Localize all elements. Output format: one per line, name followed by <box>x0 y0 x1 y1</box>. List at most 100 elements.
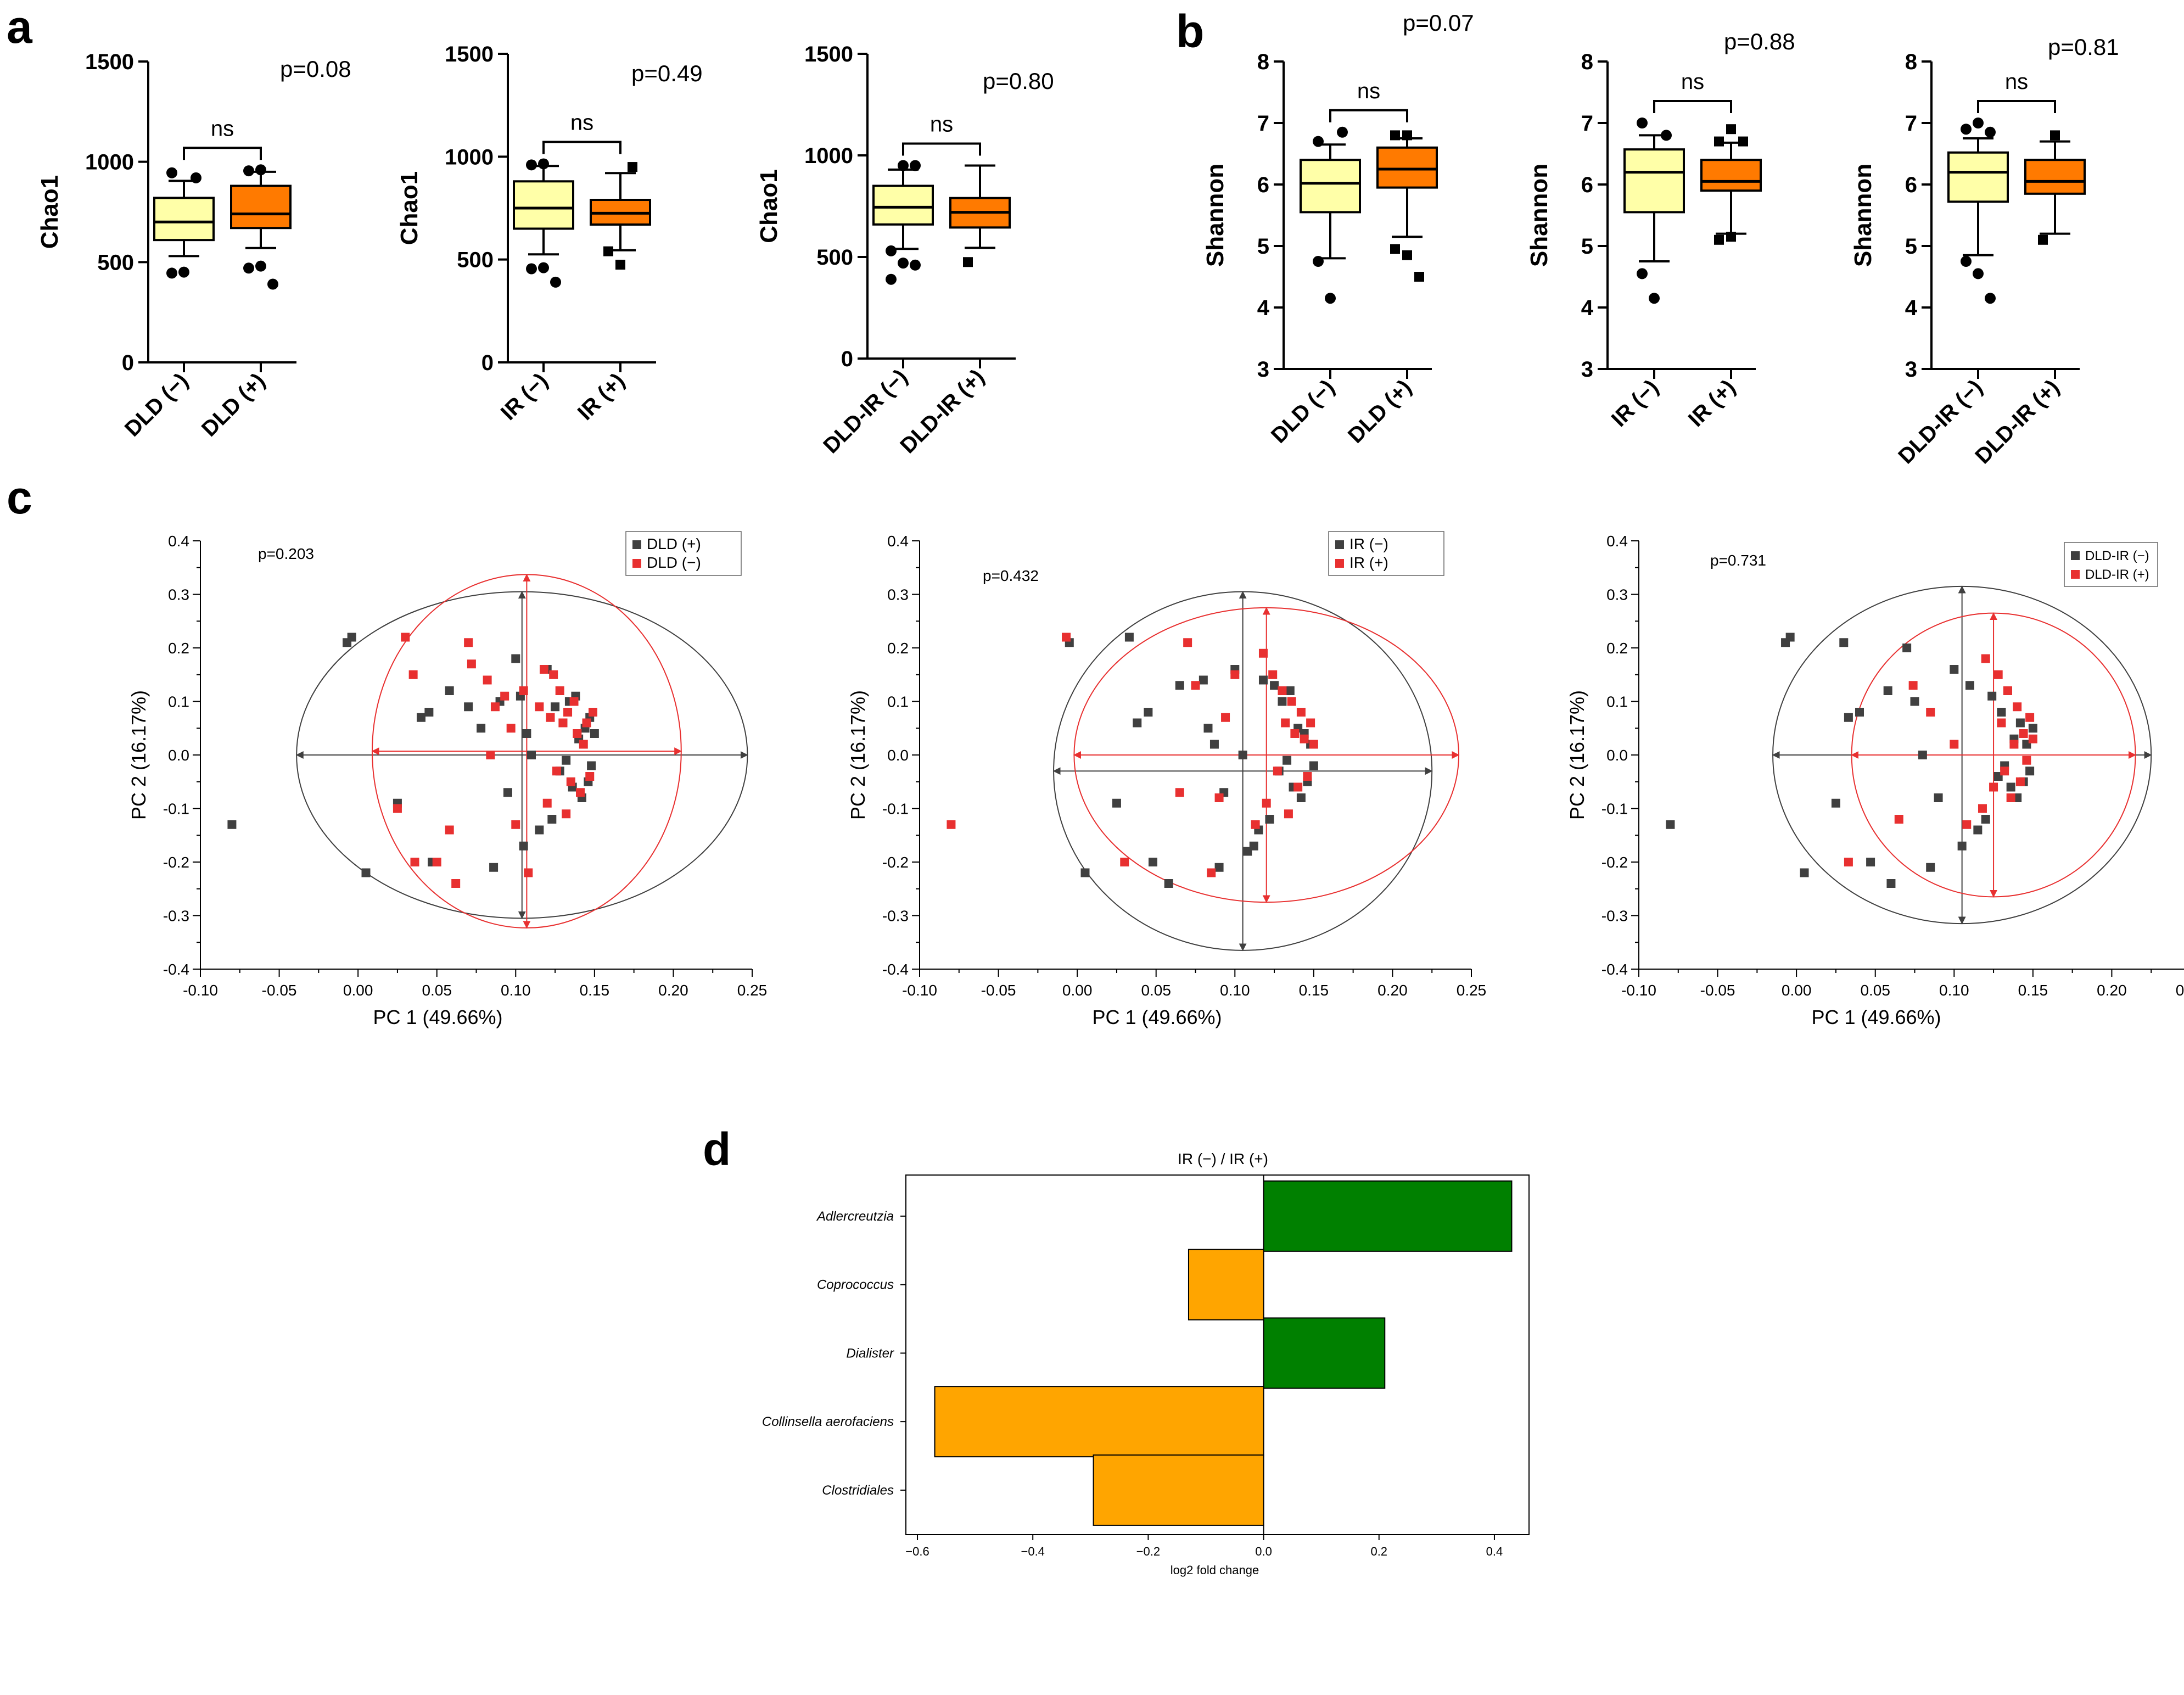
x-tick-label: 0.15 <box>2018 982 2048 999</box>
y-tick-label: 0.0 <box>887 747 909 764</box>
significance-label: ns <box>2005 70 2028 94</box>
y-tick-label: 0 <box>841 347 853 371</box>
outlier-point <box>1985 126 1996 138</box>
legend-swatch <box>632 540 641 549</box>
data-point <box>1306 718 1315 728</box>
bar <box>1188 1249 1264 1321</box>
box <box>1700 159 1762 192</box>
x-tick-label: −0.4 <box>1021 1545 1044 1558</box>
y-tick-label: 8 <box>1257 50 1269 74</box>
significance-bracket <box>902 142 981 156</box>
significance-label: ns <box>1681 70 1704 94</box>
significance-bracket <box>1653 100 1732 113</box>
data-point <box>1908 681 1918 690</box>
data-point <box>1309 761 1318 770</box>
data-point <box>1112 798 1121 808</box>
y-tick-label: 0.1 <box>168 693 189 711</box>
outlier-point <box>1390 130 1400 141</box>
y-axis-label: PC 2 (16.17%) <box>1566 690 1588 820</box>
outlier-point <box>1714 136 1724 147</box>
data-point <box>1214 863 1224 872</box>
box <box>1623 148 1685 214</box>
significance-bracket <box>542 141 621 154</box>
outlier-point <box>628 162 637 172</box>
y-tick-label: 5 <box>1257 234 1269 259</box>
data-point <box>451 879 461 888</box>
data-point <box>1855 708 1864 717</box>
x-tick-label: 0.10 <box>1939 982 1969 999</box>
box-chart-a2: 0 500 1000 1500 Chao1 IR (−) IR (+) ns p=0.49 <box>396 42 703 425</box>
data-point <box>486 751 495 759</box>
outlier-point <box>1726 124 1736 135</box>
data-point <box>500 691 509 701</box>
y-tick-label: 0.1 <box>1606 693 1628 711</box>
data-point <box>552 767 561 776</box>
significance-label: ns <box>211 116 234 141</box>
y-tick-label: 1000 <box>804 144 853 168</box>
data-point <box>511 654 520 663</box>
box <box>230 184 292 230</box>
y-tick-label: 6 <box>1581 173 1593 197</box>
outlier-point <box>1738 136 1748 147</box>
data-point <box>1124 633 1134 642</box>
data-point <box>464 702 473 712</box>
outlier-point <box>1313 256 1324 267</box>
data-point <box>535 825 544 835</box>
panel-letter-a: a <box>7 1 33 53</box>
data-point <box>1207 868 1216 877</box>
y-tick-label: 4 <box>1905 296 1918 320</box>
data-point <box>1284 809 1293 819</box>
data-point <box>483 675 492 685</box>
p-value-label: p=0.81 <box>2048 34 2119 60</box>
data-point <box>506 724 516 733</box>
data-point <box>522 729 531 738</box>
outlier-point <box>526 159 537 171</box>
data-point <box>1666 820 1675 829</box>
data-point <box>1258 648 1268 658</box>
outlier-point <box>2050 130 2060 141</box>
legend: IR (−) IR (+) <box>1328 531 1444 576</box>
data-point <box>1866 858 1875 866</box>
x-tick-label: 0.20 <box>1377 982 1408 999</box>
y-tick-label: 7 <box>1905 111 1917 136</box>
x-tick-label: -0.05 <box>1700 982 1735 999</box>
y-tick-label: Dialister <box>846 1346 894 1361</box>
legend-label: DLD-IR (+) <box>2085 567 2149 582</box>
data-point <box>2019 729 2028 738</box>
data-point <box>347 633 356 642</box>
data-point <box>573 729 582 738</box>
x-tick-label: IR (−) <box>1607 375 1664 432</box>
outlier-point <box>1961 256 1972 267</box>
p-value-label: p=0.08 <box>280 56 351 82</box>
y-tick-label: Adlercreutzia <box>816 1209 894 1224</box>
x-tick-label: IR (+) <box>573 368 630 425</box>
p-value-label: p=0.432 <box>983 567 1039 584</box>
legend-label: DLD-IR (−) <box>2085 549 2149 563</box>
outlier-point <box>550 276 561 288</box>
data-point <box>1303 772 1312 781</box>
data-point <box>519 686 528 695</box>
y-tick-label: -0.4 <box>1601 961 1628 978</box>
y-tick-label: 0 <box>122 351 134 375</box>
data-point <box>1800 868 1809 877</box>
data-point <box>2006 782 2015 792</box>
y-tick-label: 500 <box>457 248 494 272</box>
data-point <box>1273 767 1282 776</box>
data-point <box>1981 815 1990 824</box>
outlier-point <box>1973 118 1984 128</box>
bar-chart-d: IR (−) / IR (+) −0.6 −0.4 −0.2 0.0 0.2 0.4 log2… <box>762 1150 1530 1577</box>
data-point <box>1120 858 1129 866</box>
data-point <box>1265 815 1274 824</box>
x-tick-label: 0.15 <box>1299 982 1329 999</box>
data-point <box>547 815 557 824</box>
x-tick-label: 0.15 <box>580 982 610 999</box>
y-tick-label: -0.3 <box>1601 908 1628 925</box>
data-point <box>519 841 528 851</box>
bar <box>1263 1180 1513 1252</box>
data-point <box>2028 724 2037 733</box>
p-value-label: p=0.80 <box>983 68 1054 94</box>
legend-swatch <box>1335 540 1344 549</box>
y-tick-label: -0.1 <box>163 801 189 818</box>
pca-chart-c2: -0.4 -0.3 -0.2 -0.1 0.0 0.1 0.2 0.3 0.4 -0.10 -0.0… <box>847 531 1486 1028</box>
